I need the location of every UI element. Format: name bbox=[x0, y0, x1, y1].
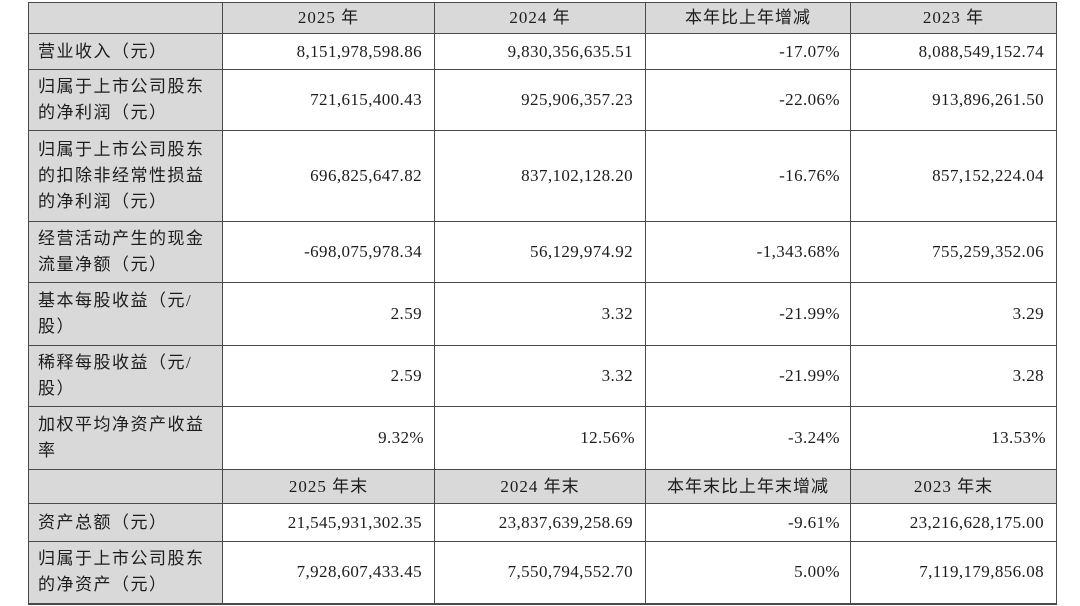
col-header-2024-end: 2024 年末 bbox=[434, 469, 646, 504]
value-change: -1,343.68% bbox=[645, 221, 851, 283]
table-row-net-profit-excl-nonrecurring: 归属于上市公司股东的扣除非经常性损益的净利润（元） 696,825,647.82… bbox=[28, 130, 1057, 222]
col-header-2025-end: 2025 年末 bbox=[222, 469, 435, 504]
value-2023: 13.53% bbox=[850, 406, 1057, 470]
value-2025: 9.32% bbox=[222, 406, 435, 470]
table-row-total-assets: 资产总额（元） 21,545,931,302.35 23,837,639,258… bbox=[28, 503, 1057, 542]
row-label: 基本每股收益（元/股） bbox=[28, 282, 223, 346]
value-change: -3.24% bbox=[645, 406, 851, 470]
value-2024: 3.32 bbox=[434, 345, 646, 407]
col-header-2023-end: 2023 年末 bbox=[850, 469, 1057, 504]
value-2025: 721,615,400.43 bbox=[222, 69, 435, 131]
value-change: -21.99% bbox=[645, 282, 851, 346]
table-row-operating-cash-flow: 经营活动产生的现金流量净额（元） -698,075,978.34 56,129,… bbox=[28, 221, 1057, 283]
col-header-2023: 2023 年 bbox=[850, 2, 1057, 34]
value-2025: 2.59 bbox=[222, 282, 435, 346]
value-2024: 12.56% bbox=[434, 406, 646, 470]
col-header-2024: 2024 年 bbox=[434, 2, 646, 34]
row-label: 营业收入（元） bbox=[28, 33, 223, 70]
value-2023: 913,896,261.50 bbox=[850, 69, 1057, 131]
table-row-net-assets: 归属于上市公司股东的净资产（元） 7,928,607,433.45 7,550,… bbox=[28, 541, 1057, 604]
value-2024: 3.32 bbox=[434, 282, 646, 346]
header-row-period: 2025 年 2024 年 本年比上年增减 2023 年 bbox=[28, 2, 1057, 34]
row-label: 归属于上市公司股东的扣除非经常性损益的净利润（元） bbox=[28, 130, 223, 222]
value-2023: 7,119,179,856.08 bbox=[850, 541, 1057, 604]
value-change: -17.07% bbox=[645, 33, 851, 70]
value-2023: 23,216,628,175.00 bbox=[850, 503, 1057, 542]
value-2024: 837,102,128.20 bbox=[434, 130, 646, 222]
table-row-weighted-avg-roe: 加权平均净资产收益率 9.32% 12.56% -3.24% 13.53% bbox=[28, 406, 1057, 470]
row-label: 资产总额（元） bbox=[28, 503, 223, 542]
value-2024: 56,129,974.92 bbox=[434, 221, 646, 283]
value-2023: 755,259,352.06 bbox=[850, 221, 1057, 283]
value-2025: 8,151,978,598.86 bbox=[222, 33, 435, 70]
header-blank-cell bbox=[28, 469, 223, 504]
col-header-year-end-change: 本年末比上年末增减 bbox=[645, 469, 851, 504]
col-header-2025: 2025 年 bbox=[222, 2, 435, 34]
table-row-net-profit: 归属于上市公司股东的净利润（元） 721,615,400.43 925,906,… bbox=[28, 69, 1057, 131]
value-change: -16.76% bbox=[645, 130, 851, 222]
header-blank-cell bbox=[28, 2, 223, 34]
value-2023: 857,152,224.04 bbox=[850, 130, 1057, 222]
value-2023: 3.28 bbox=[850, 345, 1057, 407]
value-2024: 925,906,357.23 bbox=[434, 69, 646, 131]
table-row-basic-eps: 基本每股收益（元/股） 2.59 3.32 -21.99% 3.29 bbox=[28, 282, 1057, 346]
value-2025: 2.59 bbox=[222, 345, 435, 407]
value-2024: 7,550,794,552.70 bbox=[434, 541, 646, 604]
value-change: -22.06% bbox=[645, 69, 851, 131]
value-2025: -698,075,978.34 bbox=[222, 221, 435, 283]
value-2025: 21,545,931,302.35 bbox=[222, 503, 435, 542]
financial-summary-table: 2025 年 2024 年 本年比上年增减 2023 年 营业收入（元） 8,1… bbox=[28, 2, 1057, 605]
value-2023: 3.29 bbox=[850, 282, 1057, 346]
col-header-yoy-change: 本年比上年增减 bbox=[645, 2, 851, 34]
value-2023: 8,088,549,152.74 bbox=[850, 33, 1057, 70]
row-label: 归属于上市公司股东的净资产（元） bbox=[28, 541, 223, 604]
value-2024: 23,837,639,258.69 bbox=[434, 503, 646, 542]
row-label: 经营活动产生的现金流量净额（元） bbox=[28, 221, 223, 283]
row-label: 归属于上市公司股东的净利润（元） bbox=[28, 69, 223, 131]
table-row-diluted-eps: 稀释每股收益（元/股） 2.59 3.32 -21.99% 3.28 bbox=[28, 345, 1057, 407]
table-row-revenue: 营业收入（元） 8,151,978,598.86 9,830,356,635.5… bbox=[28, 33, 1057, 70]
row-label: 稀释每股收益（元/股） bbox=[28, 345, 223, 407]
value-2024: 9,830,356,635.51 bbox=[434, 33, 646, 70]
value-2025: 7,928,607,433.45 bbox=[222, 541, 435, 604]
value-change: -21.99% bbox=[645, 345, 851, 407]
value-2025: 696,825,647.82 bbox=[222, 130, 435, 222]
value-change: 5.00% bbox=[645, 541, 851, 604]
row-label: 加权平均净资产收益率 bbox=[28, 406, 223, 470]
header-row-year-end: 2025 年末 2024 年末 本年末比上年末增减 2023 年末 bbox=[28, 469, 1057, 504]
value-change: -9.61% bbox=[645, 503, 851, 542]
